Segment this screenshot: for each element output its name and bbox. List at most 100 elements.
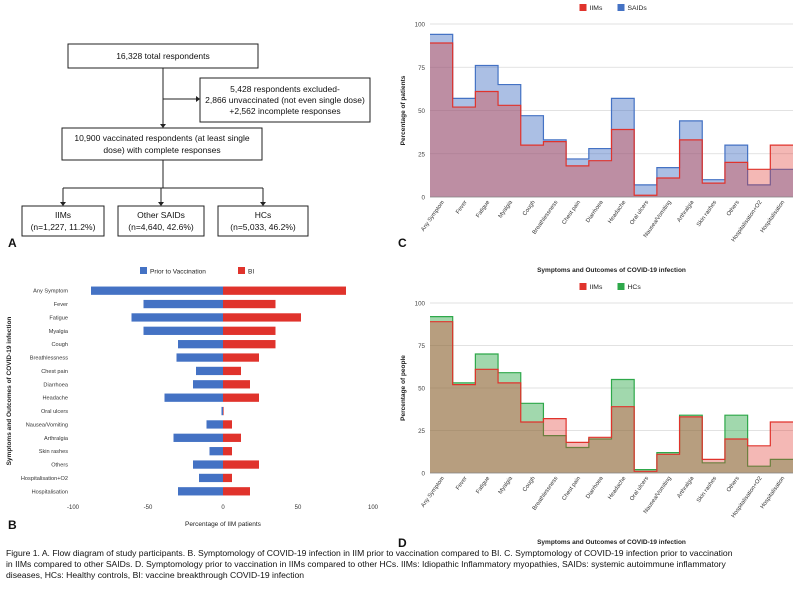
category-label: Diarrhoea [585,199,605,224]
category-label: Oral ulcers [41,409,68,415]
bar [223,353,259,362]
bar [143,326,223,335]
y-tick-label: 0 [422,471,426,478]
category-label: Diarrhoea [585,475,605,500]
x-tick-label: 0 [221,505,225,511]
bar [223,393,259,402]
flow-box-saids [117,205,205,237]
category-label: Others [726,476,741,494]
y-axis-title: Symptoms and Outcomes of COVID-19 infect… [6,317,13,466]
category-label: Chest pain [561,476,582,502]
flow-box-total [67,43,259,69]
series-line-iims [430,42,793,196]
category-label: Hospitalisation [760,476,787,510]
category-label: Myalgia [498,475,515,495]
category-label: Myalgia [498,199,515,219]
flow-box-hcs [217,205,309,237]
bar [193,380,223,389]
bar [178,487,223,496]
bar [223,340,276,349]
y-tick-label: 100 [415,22,426,29]
bar [176,353,223,362]
x-tick-label: 50 [295,505,302,511]
legend-b: Prior to Vaccination BI [140,267,254,276]
y-tick-label: 75 [418,343,425,350]
bar [223,299,276,309]
panel-label-d: D [398,536,407,550]
category-label: Hospitalisation+O2 [21,476,68,482]
y-tick-label: 100 [415,301,426,308]
bar [223,447,232,456]
bar [223,286,346,295]
category-label: Fatigue [475,476,491,495]
bar [199,473,223,483]
category-label: Breathlessness [30,356,68,362]
figure-caption: Figure 1. A. Flow diagram of study parti… [6,548,794,582]
bar [164,393,223,402]
legend-swatch [617,4,625,11]
panel-label-b: B [8,518,17,532]
category-label: Cough [52,342,68,348]
category-label: Oral ulcers [629,476,650,502]
flow-total-text: 16,328 total respondents [116,51,210,61]
category-label: Any Symptom [420,200,446,233]
panel-label-a: A [8,236,17,250]
bar [173,433,223,442]
x-tick-label: 100 [368,505,379,511]
legend-swatch [140,267,147,274]
x-axis-title: Symptoms and Outcomes of COVID-19 infect… [537,267,686,274]
category-label: Cough [522,200,537,217]
category-label: Myalgia [49,329,69,335]
panel-a-flow-diagram: 16,328 total respondents 5,428 responden… [0,0,395,265]
bar [143,299,223,309]
flow-arrowheads [60,96,266,206]
caption-line: Figure 1. A. Flow diagram of study parti… [6,548,733,558]
category-label: Skin rashes [696,476,718,504]
category-label: Arthralgia [676,199,696,223]
caption-line: diseases, HCs: Healthy controls, BI: vac… [6,570,305,581]
legend-c: IIMs SAIDs [579,4,648,12]
category-label: Fever [455,476,468,492]
category-label: Breathlessness [532,476,560,512]
caption-line: in IIMs compared to other SAIDs. D. Symp… [6,559,726,570]
y-tick-label: 25 [418,428,425,435]
flow-excluded-line2: 2,866 unvaccinated (not even single dose… [205,95,365,105]
bar [178,340,223,349]
category-label: Skin rashes [696,200,718,228]
chart-b-svg: Prior to Vaccination BI Any Symptom Fever Fa… [6,267,379,528]
category-label: Any Symptom [420,476,446,509]
x-tick-label: -50 [144,505,153,511]
flow-diagram-svg: 16,328 total respondents 5,428 responden… [21,43,371,237]
flow-box-vaccinated [61,127,263,161]
flow-vaccinated-line1: 10,900 vaccinated respondents (at least … [74,133,250,143]
bar [206,420,223,429]
category-label: Oral ulcers [629,200,650,226]
bar [223,487,250,496]
bar [223,460,259,469]
x-axis-title: Percentage of IIM patients [185,521,262,528]
category-label: Hospitalisation [32,489,68,495]
category-label: Chest pain [41,369,68,375]
bar [223,433,241,442]
legend-swatch [579,4,587,11]
panel-label-c: C [398,236,407,250]
category-label: Fever [455,200,468,216]
bar [223,313,301,322]
panel-d-area-chart: IIMs HCs 0 25 50 75 100 Any Symptom Fever Fatigue… [395,275,800,547]
y-axis-title: Percentage of patients [400,75,407,145]
category-label: Fatigue [49,315,68,321]
legend-label: SAIDs [628,5,648,12]
category-label: Breathlessness [532,200,560,236]
y-axis-title: Percentage of people [400,355,407,421]
y-tick-label: 75 [418,65,425,72]
category-label: Hospitalisation [760,200,787,234]
flow-excluded-line3: +2,562 incomplete responses [229,106,340,116]
category-label: Headache [607,476,627,501]
y-tick-label: 0 [422,195,426,202]
category-label: Headache [42,396,68,402]
category-label: Diarrhoea [43,382,68,388]
panel-c-area-chart: IIMs SAIDs 0 25 50 75 100 Any Symptom Fever Fatig… [395,0,800,275]
bar [223,380,250,389]
y-tick-label: 50 [418,108,425,115]
legend-swatch [238,267,245,274]
